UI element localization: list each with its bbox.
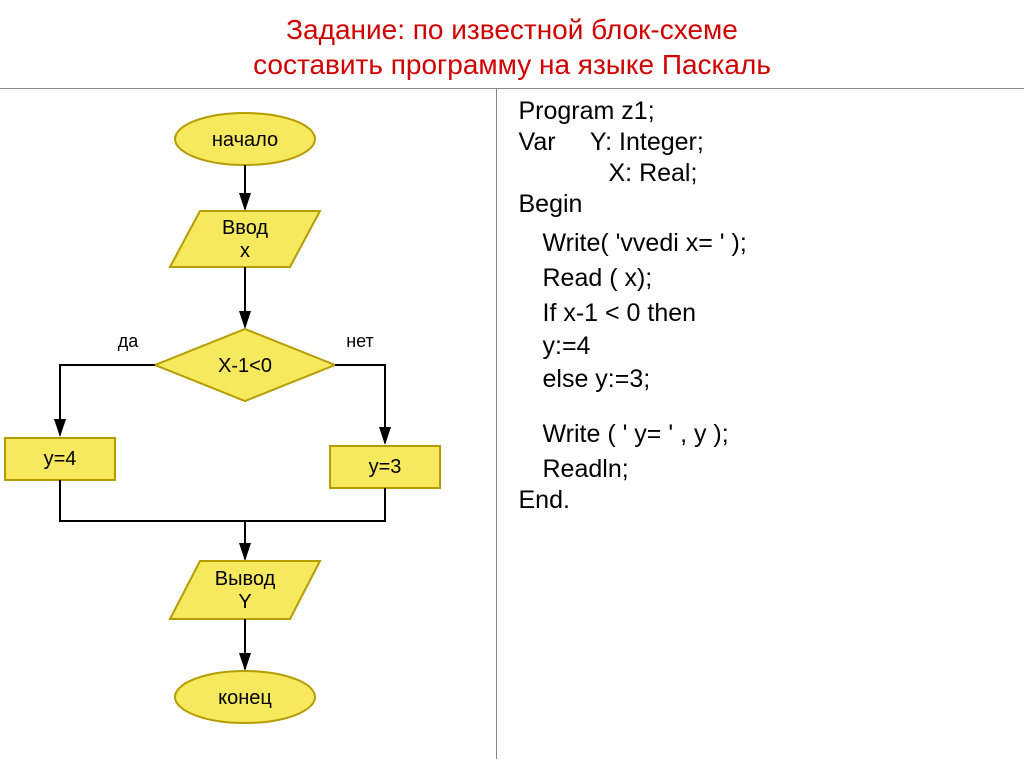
node-output-label1: Вывод: [215, 568, 276, 590]
code-line-13: End.: [519, 486, 1015, 515]
code-line-11: Write ( ' y= ' , y );: [519, 420, 1015, 449]
node-input-label1: Ввод: [222, 217, 268, 239]
code-line-8: If x-1 < 0 then: [519, 299, 1015, 328]
node-no-label: y=3: [369, 456, 402, 478]
code-line-12: Readln;: [519, 455, 1015, 484]
edge-decision-no: [335, 365, 385, 443]
edge-decision-yes: [60, 365, 155, 435]
code-line-9: y:=4: [519, 332, 1015, 361]
code-panel: Program z1; Var Y: Integer; X: Real; Beg…: [497, 89, 1024, 759]
node-yes-label: y=4: [44, 448, 77, 470]
node-decision-label: X-1<0: [218, 355, 272, 377]
node-input-label2: x: [240, 240, 250, 262]
code-line-1: Program z1;: [519, 97, 1015, 126]
node-end-label: конец: [218, 687, 272, 709]
flowchart-panel: начало Ввод x X-1<0 да нет y=4: [0, 89, 497, 759]
label-yes: да: [118, 331, 140, 351]
code-line-7: Read ( x);: [519, 264, 1015, 293]
page-title: Задание: по известной блок-схеме состави…: [0, 0, 1024, 88]
main-container: начало Ввод x X-1<0 да нет y=4: [0, 88, 1024, 759]
node-start-label: начало: [212, 129, 278, 151]
code-line-2: Var Y: Integer;: [519, 128, 1015, 157]
flowchart-svg: начало Ввод x X-1<0 да нет y=4: [0, 89, 512, 759]
edge-yes-merge: [60, 480, 245, 521]
title-line-2: составить программу на языке Паскаль: [253, 49, 771, 80]
edge-no-merge: [245, 488, 385, 521]
code-line-6: Write( 'vvedi x= ' );: [519, 229, 1015, 258]
code-line-5: Begin: [519, 190, 1015, 219]
title-line-1: Задание: по известной блок-схеме: [286, 14, 738, 45]
node-output-label2: Y: [238, 591, 251, 613]
code-line-4: X: Real;: [519, 159, 1015, 188]
code-line-10: else y:=3;: [519, 365, 1015, 394]
label-no: нет: [346, 331, 374, 351]
